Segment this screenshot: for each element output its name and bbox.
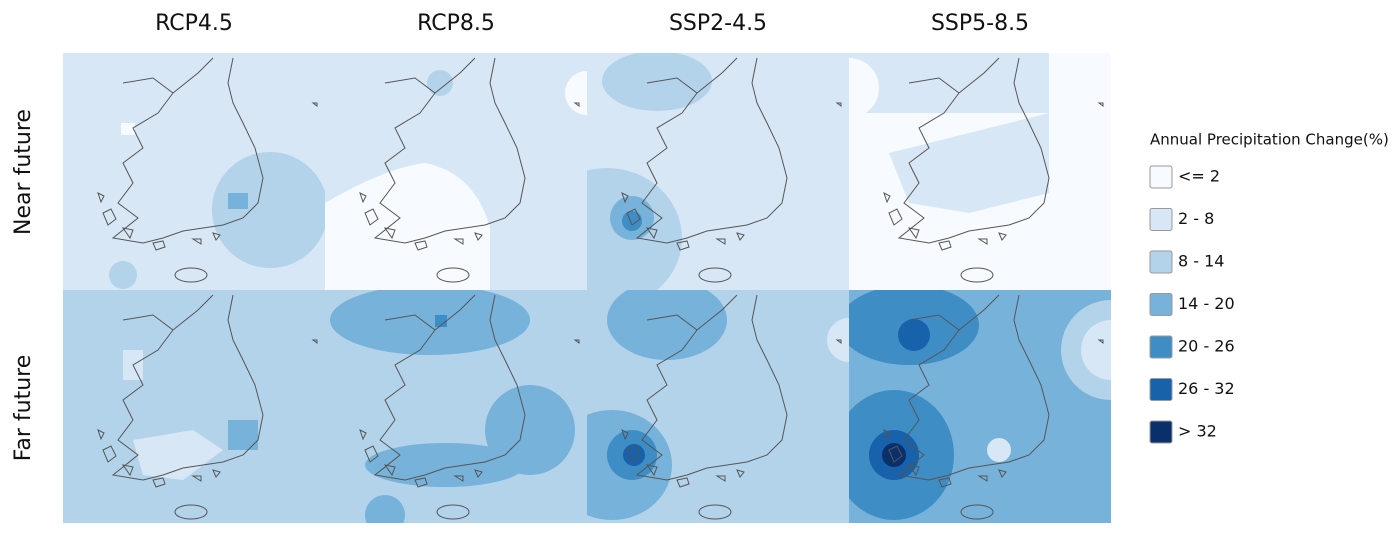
- row-label: Far future: [11, 355, 36, 462]
- precip-zone: [109, 261, 137, 289]
- precip-zone: [849, 53, 1049, 113]
- legend-title: Annual Precipitation Change(%): [1150, 131, 1389, 149]
- precip-zone: [427, 70, 453, 96]
- legend-label: <= 2: [1178, 167, 1220, 186]
- precip-zone: [623, 444, 645, 466]
- legend-swatch: [1149, 420, 1173, 444]
- col-title: SSP5-8.5: [931, 11, 1029, 36]
- row-label: Near future: [11, 109, 36, 235]
- col-titles: RCP4.5 RCP8.5 SSP2-4.5 SSP5-8.5: [155, 11, 1029, 36]
- map-panel: [849, 290, 1111, 523]
- legend-swatch: [1149, 293, 1173, 316]
- legend-label: > 32: [1178, 422, 1217, 441]
- legend-label: 26 - 32: [1178, 379, 1235, 398]
- precip-zone: [212, 152, 325, 268]
- precip-zone: [63, 290, 325, 523]
- precip-zone: [889, 113, 1049, 213]
- precip-zone: [435, 315, 447, 327]
- legend-swatch: [1149, 165, 1173, 189]
- precip-zone: [365, 495, 405, 523]
- precip-zone: [622, 211, 642, 231]
- precip-zone: [607, 290, 727, 360]
- map-panel: [849, 53, 1111, 290]
- precip-zone: [228, 420, 258, 450]
- legend-label: 14 - 20: [1178, 294, 1235, 313]
- precip-zone: [882, 443, 906, 467]
- precip-zone: [849, 58, 879, 118]
- precip-zone: [1081, 320, 1111, 380]
- precip-zone: [898, 319, 930, 351]
- legend-label: 2 - 8: [1178, 209, 1214, 228]
- precip-zone: [121, 123, 135, 135]
- map-panel: [587, 53, 849, 290]
- col-title: RCP8.5: [417, 11, 495, 36]
- map-panel: [325, 290, 587, 523]
- map-panel: [325, 53, 587, 290]
- map-panel: [63, 53, 325, 290]
- precip-zone: [133, 430, 223, 480]
- legend-swatch: [1149, 378, 1173, 401]
- legend-label: 20 - 26: [1178, 337, 1235, 356]
- precip-zone: [365, 443, 525, 487]
- precip-zone: [565, 71, 587, 115]
- precip-zone: [325, 163, 490, 290]
- precip-zone: [987, 438, 1011, 462]
- map-panel: [63, 290, 325, 523]
- map-panel: [587, 290, 849, 523]
- legend-swatch: [1149, 335, 1173, 359]
- legend-label: 8 - 14: [1178, 252, 1224, 271]
- legend-swatch: [1149, 250, 1173, 274]
- precip-zone: [228, 193, 248, 209]
- legend: <= 2 2 - 8 8 - 14 14 - 20 20 - 26 26 - 32 > 32: [1149, 165, 1235, 444]
- col-title: SSP2-4.5: [669, 11, 767, 36]
- precip-zone: [330, 290, 530, 355]
- precip-zone: [602, 53, 712, 111]
- col-title: RCP4.5: [155, 11, 233, 36]
- legend-swatch: [1149, 208, 1173, 231]
